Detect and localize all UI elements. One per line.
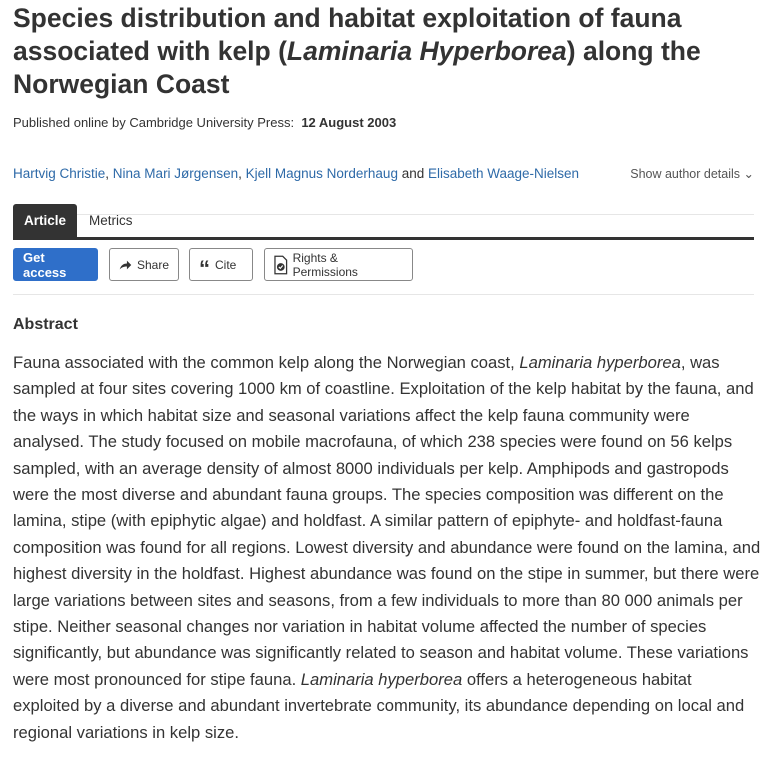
author-link[interactable]: Nina Mari Jørgensen (112, 166, 239, 181)
author-separator: , (238, 166, 246, 181)
get-access-button[interactable]: Get access (13, 248, 98, 281)
article-tabs: Article Metrics (13, 200, 754, 240)
rights-label: Rights & Permissions (292, 250, 358, 279)
author-list: Hartvig Christie, Nina Mari Jørgensen, K… (13, 166, 579, 181)
show-author-details-label: Show author details (630, 167, 741, 181)
share-label: Share (136, 257, 169, 272)
published-label: Published online by Cambridge University… (13, 115, 295, 130)
cite-label: Cite (215, 257, 237, 272)
published-date: 12 August 2003 (301, 115, 397, 130)
abstract-text: Fauna associated with the common kelp al… (13, 350, 761, 746)
abstract-segment: , was sampled at four sites covering 100… (13, 353, 761, 689)
share-button[interactable]: Share (109, 248, 179, 281)
get-access-label: Get access (23, 249, 67, 280)
rights-permissions-button[interactable]: Rights & Permissions (264, 248, 413, 281)
author-link[interactable]: Kjell Magnus Norderhaug (245, 166, 398, 181)
chevron-down-icon: ⌄ (743, 167, 754, 181)
cite-button[interactable]: “ Cite (189, 248, 253, 281)
divider (13, 294, 754, 295)
abstract-species: Laminaria hyperborea (300, 669, 463, 689)
abstract-segment: Fauna associated with the common kelp al… (13, 353, 520, 372)
abstract-segment: offers a heterogeneous habitat exploited… (13, 669, 745, 742)
author-separator: , (105, 166, 113, 181)
quote-icon: “ (199, 255, 210, 281)
article-title: Species distribution and habitat exploit… (13, 2, 758, 101)
tab-metrics[interactable]: Metrics (89, 213, 133, 228)
author-link[interactable]: Elisabeth Waage-Nielsen (427, 166, 580, 181)
show-author-details-button[interactable]: Show author details ⌄ (630, 166, 754, 181)
abstract-species: Laminaria hyperborea (519, 353, 681, 372)
share-icon (119, 260, 132, 269)
publication-info: Published online by Cambridge University… (13, 115, 396, 130)
title-text-end: ) along the Norwegian Coast (13, 36, 701, 99)
author-link[interactable]: Hartvig Christie (13, 166, 106, 181)
divider (13, 214, 754, 215)
title-text: Species distribution and habitat exploit… (13, 3, 682, 66)
tab-article[interactable]: Article (13, 204, 78, 237)
document-check-icon (274, 255, 288, 274)
abstract-heading: Abstract (13, 316, 78, 333)
title-species: Laminaria Hyperborea (286, 36, 567, 66)
author-separator: and (397, 166, 428, 181)
